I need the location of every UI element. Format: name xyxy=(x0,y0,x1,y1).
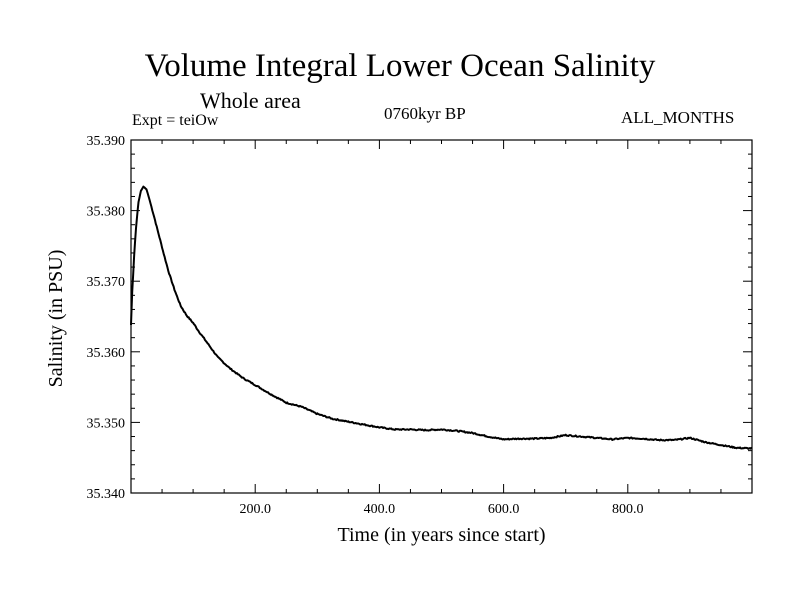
y-tick-label: 35.340 xyxy=(87,487,126,502)
y-axis-label: Salinity (in PSU) xyxy=(45,250,67,388)
chart-title: Volume Integral Lower Ocean Salinity xyxy=(144,48,656,84)
y-tick-label: 35.390 xyxy=(87,134,126,149)
date-label: 0760kyr BP xyxy=(384,104,466,123)
x-axis-label: Time (in years since start) xyxy=(337,524,545,546)
experiment-label: Expt = teiOw xyxy=(132,112,219,129)
chart-subtitle: Whole area xyxy=(200,88,301,113)
salinity-series-line xyxy=(130,185,753,450)
y-tick-label: 35.370 xyxy=(87,275,126,290)
y-tick-label: 35.380 xyxy=(87,205,126,220)
months-label: ALL_MONTHS xyxy=(621,108,735,127)
x-tick-label: 400.0 xyxy=(364,502,396,517)
y-tick-label: 35.350 xyxy=(87,416,126,431)
y-tick-label: 35.360 xyxy=(87,346,126,361)
x-tick-label: 800.0 xyxy=(612,502,644,517)
x-tick-label: 200.0 xyxy=(239,502,271,517)
x-tick-label: 600.0 xyxy=(488,502,520,517)
